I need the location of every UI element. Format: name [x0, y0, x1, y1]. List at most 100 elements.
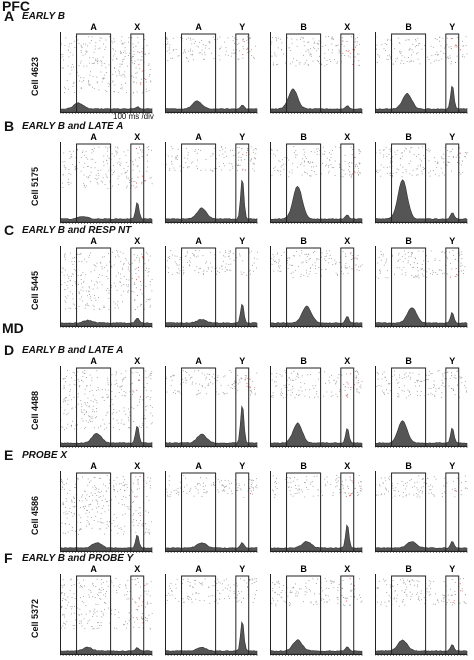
spike-dot [399, 42, 400, 43]
spike-dot [416, 594, 417, 595]
spike-dot [335, 263, 336, 264]
spike-dot [435, 391, 436, 392]
spike-dot [434, 385, 435, 386]
spike-dot [230, 590, 231, 591]
spike-dot [132, 278, 133, 279]
spike-dot [109, 65, 110, 66]
spike-dot [251, 146, 252, 147]
spike-dot [171, 492, 172, 493]
spike-dot [273, 397, 274, 398]
spike-dot [277, 254, 278, 255]
spike-dot [74, 498, 75, 499]
spike-dot [65, 169, 66, 170]
spike-dot [342, 53, 343, 54]
spike-dot [463, 578, 464, 579]
spike-dot [338, 377, 339, 378]
spike-dot [139, 426, 140, 427]
spike-dot [336, 273, 337, 274]
spike-dot [101, 513, 102, 514]
spike-dot [202, 385, 203, 386]
spike-dot [139, 157, 140, 158]
spike-dot [466, 603, 467, 604]
spike-dot [116, 154, 117, 155]
spike-dot [149, 64, 150, 65]
spike-dot [318, 48, 319, 49]
spike-dot [314, 43, 315, 44]
spike-dot [243, 169, 244, 170]
spike-dot [107, 177, 108, 178]
spike-dot [120, 66, 121, 67]
spike-dot [417, 497, 418, 498]
spike-dot [441, 397, 442, 398]
spike-dot [256, 590, 257, 591]
spike-dot [417, 391, 418, 392]
spike-dot [77, 72, 78, 73]
spike-dot [356, 265, 357, 266]
spike-dot [412, 175, 413, 176]
spike-dot [176, 588, 177, 589]
spike-dot [402, 176, 403, 177]
spike-dot [213, 482, 214, 483]
spike-dot [442, 273, 443, 274]
spike-dot [190, 586, 191, 587]
spike-dot [274, 53, 275, 54]
spike-dot [146, 397, 147, 398]
spike-dot [408, 262, 409, 263]
spike-dot [194, 270, 195, 271]
spike-dot [250, 579, 251, 580]
spike-dot [186, 39, 187, 40]
spike-dot [92, 63, 93, 64]
cue-letter: A [195, 236, 202, 246]
spike-dot [123, 59, 124, 60]
spike-dot [290, 478, 291, 479]
spike-dot [187, 262, 188, 263]
spike-dot [142, 294, 143, 295]
psth-area [60, 318, 152, 326]
spike-dot [68, 295, 69, 296]
spike-dot [326, 36, 327, 37]
spike-dot [397, 483, 398, 484]
spike-dot [273, 260, 274, 261]
spike-dot [80, 299, 81, 300]
spike-dot [395, 61, 396, 62]
spike-dot [122, 87, 123, 88]
spike-dot [337, 597, 338, 598]
spike-dot [358, 483, 359, 484]
spike-dot [133, 170, 134, 171]
spike-dot [72, 516, 73, 517]
spike-dot [115, 303, 116, 304]
spike-dot [389, 601, 390, 602]
spike-dot [138, 277, 139, 278]
spike-dot [170, 377, 171, 378]
spike-dot [113, 165, 114, 166]
spike-dot [225, 257, 226, 258]
spike-dot [100, 599, 101, 600]
spike-dot [412, 594, 413, 595]
spike-dot [358, 255, 359, 256]
spike-dot [121, 295, 122, 296]
spike-dot [146, 82, 147, 83]
spike-dot [447, 44, 448, 45]
spike-dot [343, 251, 344, 252]
spike-dot [310, 591, 311, 592]
spike-dot [92, 421, 93, 422]
spike-dot [289, 377, 290, 378]
spike-dot [85, 491, 86, 492]
spike-dot [62, 523, 63, 524]
spike-dot [453, 255, 454, 256]
spike-dot [233, 253, 234, 254]
spike-dot [79, 500, 80, 501]
spike-dot [201, 40, 202, 41]
spike-dot [62, 187, 63, 188]
spike-dot [116, 484, 117, 485]
spike-dot [114, 490, 115, 491]
spike-dot [332, 50, 333, 51]
spike-dot [92, 596, 93, 597]
spike-dot [87, 485, 88, 486]
spike-dot [348, 273, 349, 274]
spike-dot [431, 46, 432, 47]
spike-dot [62, 487, 63, 488]
spike-dot [81, 283, 82, 284]
